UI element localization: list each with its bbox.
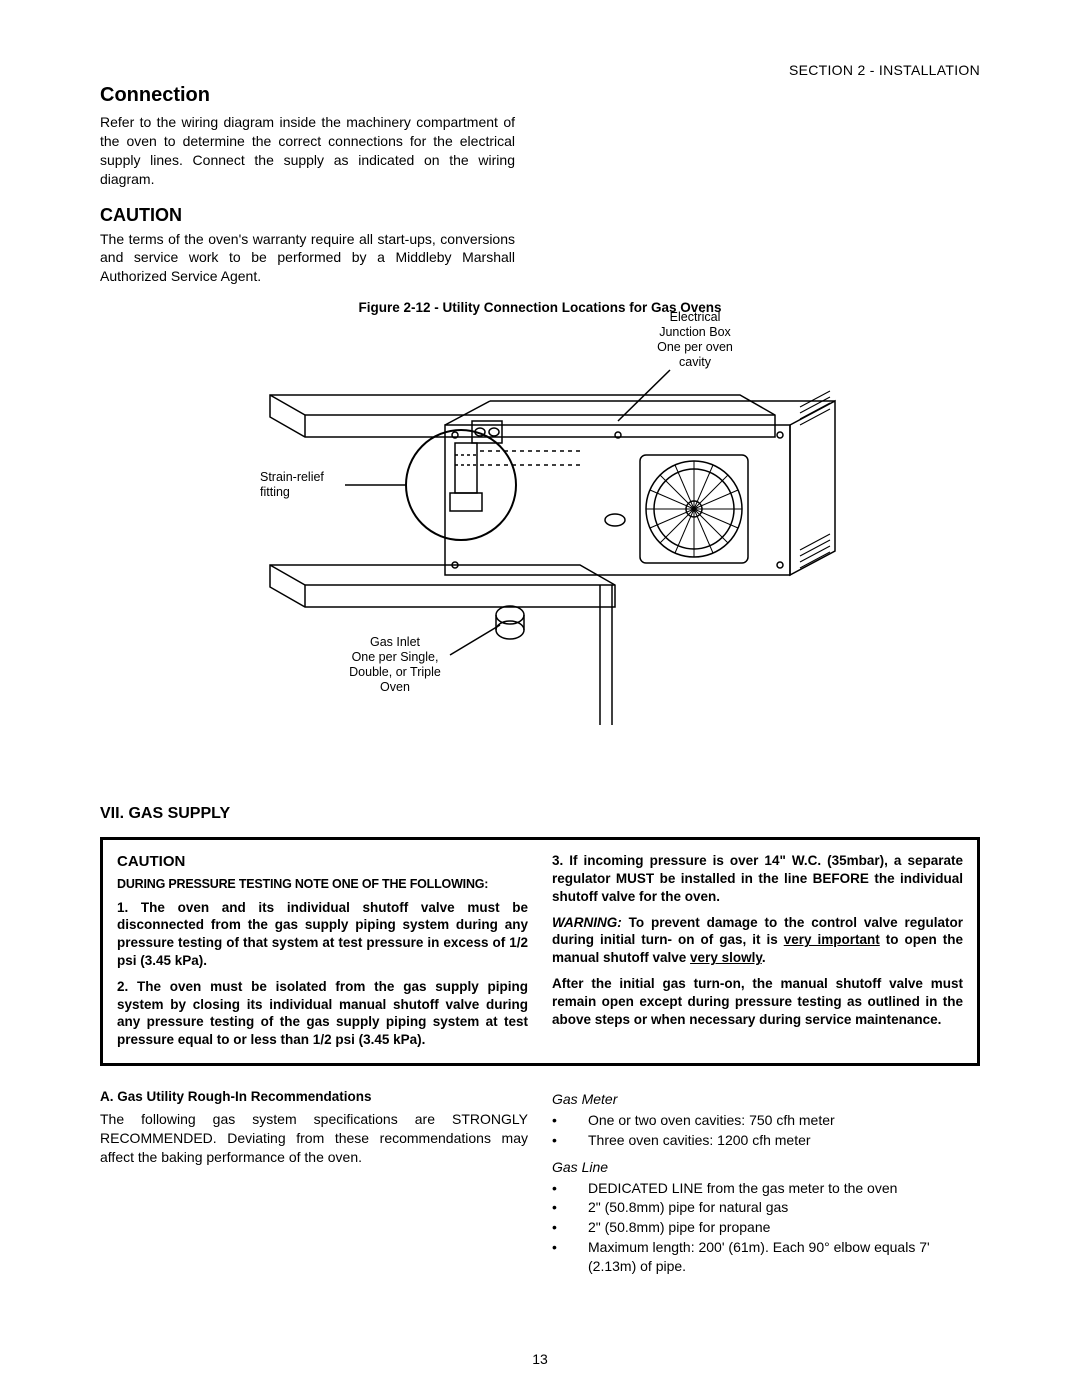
lower-col-left: A. Gas Utility Rough-In Recommendations …	[100, 1088, 528, 1277]
lower-columns: A. Gas Utility Rough-In Recommendations …	[100, 1088, 980, 1277]
caution-p3: 3. If incoming pressure is over 14" W.C.…	[552, 852, 963, 905]
recs-text: The following gas system specifications …	[100, 1110, 528, 1167]
fig-label-gas-2: One per Single,	[352, 650, 439, 664]
list-item: 2" (50.8mm) pipe for natural gas	[570, 1198, 980, 1217]
line-heading: Gas Line	[552, 1158, 980, 1177]
meter-list: One or two oven cavities: 750 cfh meter …	[552, 1111, 980, 1150]
list-item: Three oven cavities: 1200 cfh meter	[570, 1131, 980, 1150]
caution-p2: 2. The oven must be isolated from the ga…	[117, 978, 528, 1049]
caution-box: CAUTION DURING PRESSURE TESTING NOTE ONE…	[100, 837, 980, 1066]
caution-box-sub: DURING PRESSURE TESTING NOTE ONE OF THE …	[117, 876, 528, 893]
section-header: SECTION 2 - INSTALLATION	[789, 62, 980, 78]
lower-col-right: Gas Meter One or two oven cavities: 750 …	[552, 1088, 980, 1277]
fig-label-gas-1: Gas Inlet	[370, 635, 420, 649]
meter-heading: Gas Meter	[552, 1090, 980, 1109]
connection-title: Connection	[100, 84, 980, 107]
connection-text: Refer to the wiring diagram inside the m…	[100, 113, 515, 189]
fig-label-electrical-3: One per oven	[657, 340, 733, 354]
warn-u1: very important	[784, 932, 880, 947]
fig-label-electrical-2: Junction Box	[659, 325, 731, 339]
fig-label-strain-1: Strain-relief	[260, 470, 324, 484]
figure-diagram: Electrical Junction Box One per oven cav…	[180, 325, 900, 725]
warn-u2: very slowly	[690, 950, 762, 965]
caution-col-left: CAUTION DURING PRESSURE TESTING NOTE ONE…	[117, 852, 528, 1049]
fig-label-gas-4: Oven	[380, 680, 410, 694]
vii-title: VII. GAS SUPPLY	[100, 805, 980, 823]
fig-label-gas-3: Double, or Triple	[349, 665, 441, 679]
recs-heading: A. Gas Utility Rough-In Recommendations	[100, 1088, 528, 1106]
list-item: DEDICATED LINE from the gas meter to the…	[570, 1179, 980, 1198]
caution-warning: WARNING: To prevent damage to the contro…	[552, 914, 963, 967]
figure-caption: Figure 2-12 - Utility Connection Locatio…	[100, 300, 980, 315]
fig-label-electrical-4: cavity	[679, 355, 711, 369]
warn-prefix: WARNING:	[552, 915, 629, 930]
list-item: One or two oven cavities: 750 cfh meter	[570, 1111, 980, 1130]
caution-text: The terms of the oven's warranty require…	[100, 230, 515, 287]
caution-title: CAUTION	[100, 205, 980, 226]
list-item: 2" (50.8mm) pipe for propane	[570, 1218, 980, 1237]
line-list: DEDICATED LINE from the gas meter to the…	[552, 1179, 980, 1276]
fig-label-electrical-1: Electrical	[670, 310, 721, 324]
list-item: Maximum length: 200' (61m). Each 90° elb…	[570, 1238, 980, 1276]
caution-p1: 1. The oven and its individual shutoff v…	[117, 899, 528, 970]
caution-col-right: 3. If incoming pressure is over 14" W.C.…	[552, 852, 963, 1049]
caution-box-title: CAUTION	[117, 852, 528, 872]
fig-label-strain-2: fitting	[260, 485, 290, 499]
page-number: 13	[0, 1351, 1080, 1367]
caution-p5: After the initial gas turn-on, the manua…	[552, 975, 963, 1028]
warn-c: .	[762, 950, 766, 965]
